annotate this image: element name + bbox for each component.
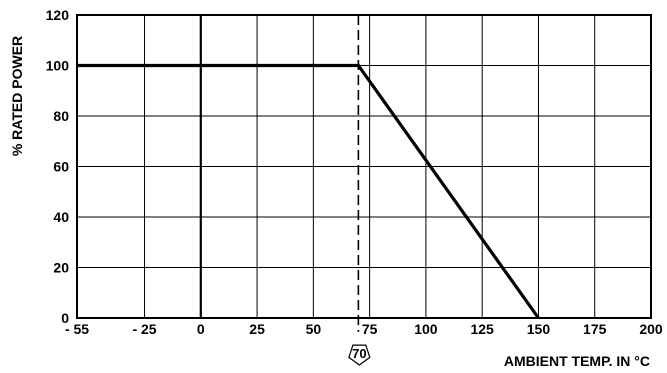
x-tick-label: - 25: [132, 321, 156, 337]
y-tick-label: 40: [53, 209, 69, 225]
x-tick-label: - 55: [65, 321, 89, 337]
y-tick-label: 60: [53, 159, 69, 175]
y-tick-labels: 0 20 40 60 80 100 120: [46, 7, 70, 326]
series-line: [77, 63, 540, 319]
x-tick-label: 175: [583, 321, 607, 337]
annotation-pentagon: [348, 344, 371, 366]
y-tick-label: 0: [61, 310, 69, 326]
plot-frame: [76, 14, 652, 319]
y-tick-label: 20: [53, 260, 69, 276]
y-tick-label: 80: [53, 108, 69, 124]
x-tick-label: 0: [197, 321, 205, 337]
y-axis-label: % RATED POWER: [9, 36, 25, 156]
x-tick-label: 100: [414, 321, 438, 337]
x-tick-label: 25: [249, 321, 265, 337]
x-tick-labels: - 55 - 25 0 25 50 75 100 125 150 175 200: [65, 321, 663, 337]
x-tick-label: 200: [639, 321, 663, 337]
x-tick-label: 50: [306, 321, 322, 337]
y-tick-label: 100: [46, 58, 70, 74]
plot-border: [76, 14, 652, 319]
annotation-label: 70: [352, 346, 366, 361]
x-tick-label: 75: [362, 321, 378, 337]
x-tick-label: 125: [470, 321, 494, 337]
x-tick-label: 150: [527, 321, 551, 337]
y-tick-label: 120: [46, 7, 70, 23]
grid-lines: [77, 15, 651, 318]
series-derating-curve: [77, 63, 540, 319]
x-axis-label: AMBIENT TEMP. IN °C: [504, 353, 650, 369]
